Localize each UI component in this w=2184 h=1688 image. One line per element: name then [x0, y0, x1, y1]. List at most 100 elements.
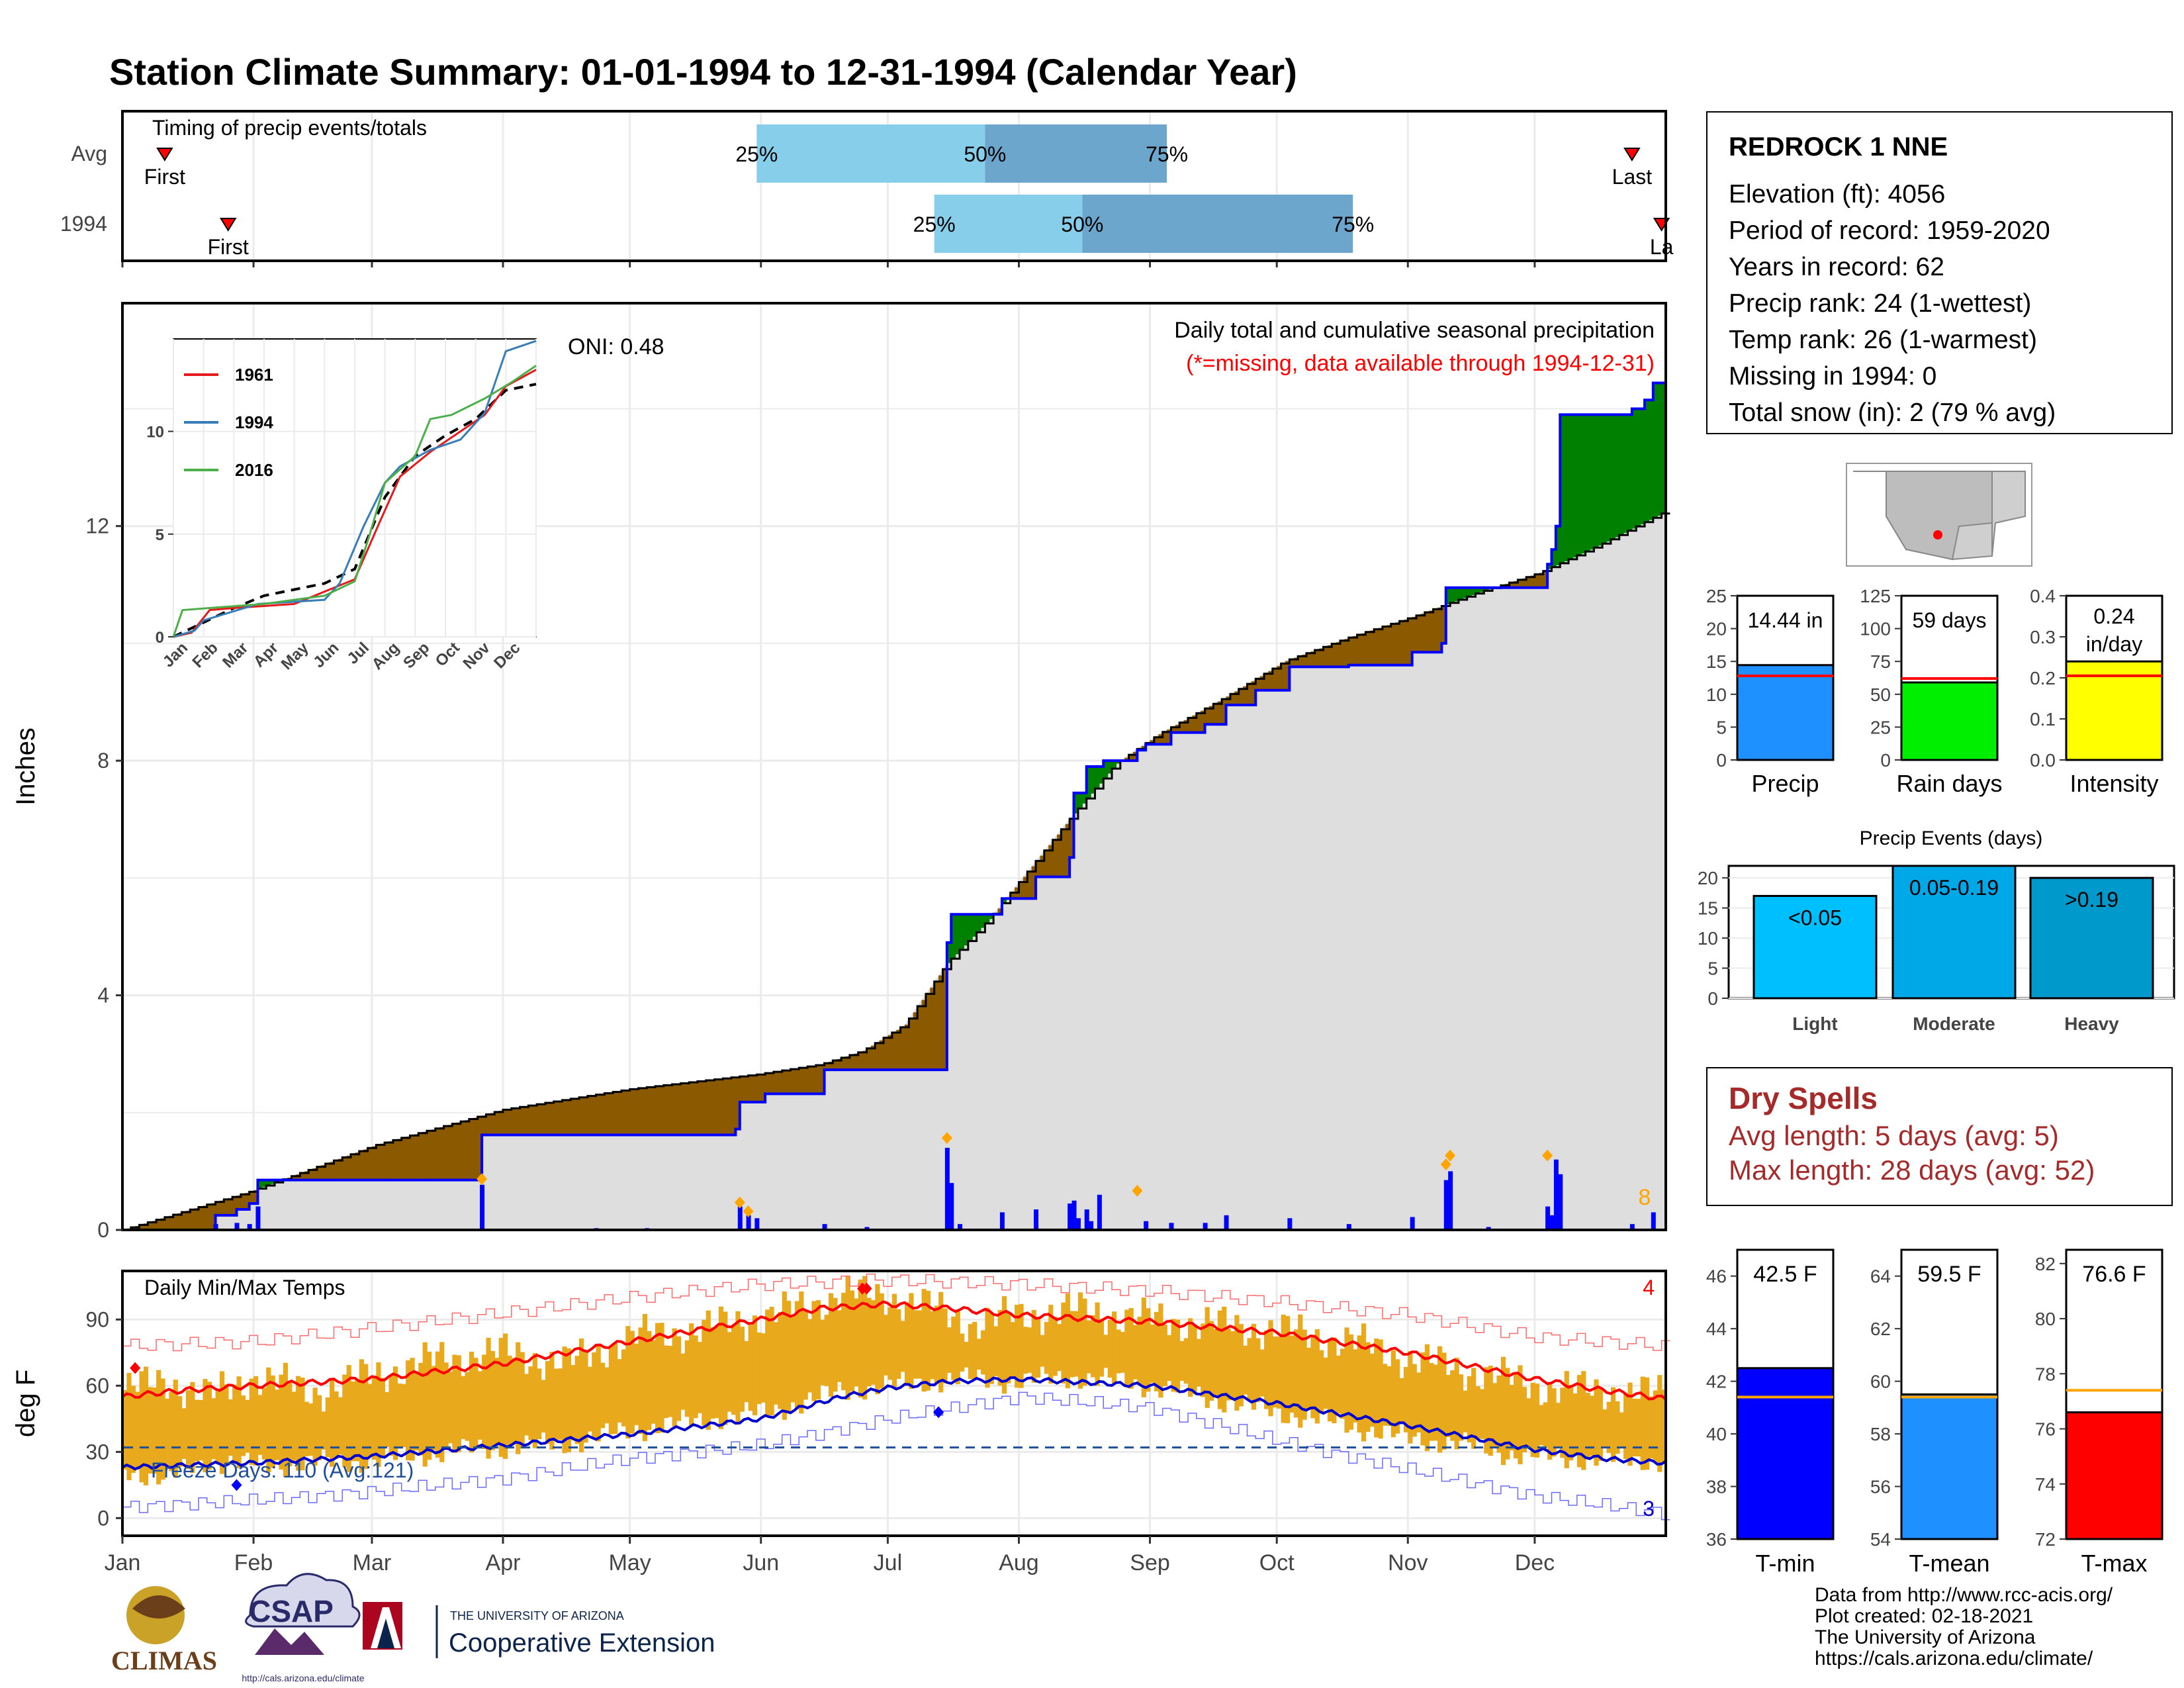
anomaly-fill-day-66 — [401, 1137, 406, 1180]
summary-bar-value-label: 14.44 in — [1748, 608, 1823, 632]
anomaly-fill-day-89 — [498, 1111, 504, 1135]
temp-range-bar-day-17 — [194, 1399, 199, 1462]
precip-events-range-heavy: >0.19 — [2065, 888, 2118, 912]
anomaly-fill-day-76 — [443, 1126, 449, 1180]
temp-range-bar-day-74 — [435, 1351, 440, 1458]
temp-range-bar-day-340 — [1560, 1387, 1565, 1458]
anomaly-fill-day-88 — [494, 1111, 500, 1135]
anomaly-fill-day-22 — [215, 1201, 220, 1215]
anomaly-fill-day-117 — [617, 1091, 622, 1135]
temp-range-bar-day-244 — [1154, 1311, 1160, 1391]
anomaly-fill-day-24 — [224, 1199, 229, 1215]
anomaly-fill-day-123 — [642, 1088, 647, 1135]
summary-bar-tick-label: 75 — [1870, 651, 1891, 672]
temp-range-bar-day-209 — [1006, 1313, 1011, 1383]
anomaly-fill-day-277 — [1293, 657, 1298, 667]
temp-range-bar-day-0 — [122, 1390, 128, 1470]
temp-range-bar-day-64 — [392, 1366, 398, 1460]
anomaly-fill-day-329 — [1513, 581, 1518, 588]
station-location-dot — [1933, 530, 1942, 539]
anomaly-fill-day-364 — [1661, 383, 1666, 514]
anomaly-fill-day-256 — [1205, 708, 1210, 725]
anomaly-fill-day-153 — [769, 1072, 774, 1094]
anomaly-fill-day-296 — [1374, 629, 1379, 665]
temp-range-bar-day-184 — [900, 1321, 905, 1372]
temp-range-bar-day-66 — [401, 1383, 406, 1448]
anomaly-fill-day-50 — [334, 1160, 339, 1180]
temp-range-bar-day-248 — [1171, 1319, 1176, 1392]
temp-range-bar-day-283 — [1319, 1350, 1324, 1413]
daily-precip-bar-9 — [754, 1218, 760, 1230]
precip-events-bar-light — [1752, 894, 1878, 1000]
temp-range-bar-day-54 — [351, 1381, 356, 1462]
anomaly-fill-day-298 — [1382, 626, 1387, 665]
anomaly-fill-day-105 — [566, 1099, 571, 1135]
temp-range-bar-day-140 — [714, 1327, 719, 1419]
large-event-count: 8 — [1639, 1185, 1651, 1210]
temp-range-bar-day-188 — [917, 1310, 923, 1379]
anomaly-fill-day-61 — [380, 1143, 385, 1180]
temp-range-bar-day-297 — [1378, 1339, 1383, 1439]
anomaly-fill-day-293 — [1361, 633, 1366, 665]
temp-range-bar-day-211 — [1015, 1305, 1020, 1388]
anomaly-fill-day-253 — [1192, 715, 1197, 733]
temp-range-bar-day-147 — [744, 1340, 749, 1403]
temp-range-bar-day-105 — [566, 1348, 572, 1452]
temp-range-bar-day-228 — [1086, 1320, 1091, 1374]
temp-range-bar-day-56 — [359, 1359, 364, 1473]
station-precip-rank: Precip rank: 24 (1-wettest) — [1729, 289, 2032, 318]
temp-range-bar-day-257 — [1208, 1321, 1214, 1401]
anomaly-fill-day-362 — [1653, 383, 1658, 518]
anomaly-fill-day-230 — [1095, 767, 1100, 789]
summary-bar-tick-label: 0.1 — [2030, 709, 2056, 729]
anomaly-fill-day-130 — [672, 1084, 677, 1135]
large-event-marker-4 — [1132, 1184, 1143, 1197]
anomaly-fill-day-267 — [1251, 681, 1256, 705]
anomaly-fill-day-328 — [1509, 583, 1514, 588]
temp-range-bar-day-169 — [837, 1310, 842, 1382]
temp-summary-tick-label: 80 — [2035, 1309, 2056, 1329]
anomaly-fill-day-280 — [1306, 653, 1311, 667]
large-event-marker-0 — [477, 1173, 488, 1186]
anomaly-fill-day-167 — [828, 1062, 833, 1070]
temp-range-bar-day-185 — [904, 1302, 910, 1383]
anomaly-fill-day-289 — [1344, 639, 1349, 667]
temp-range-bar-day-249 — [1175, 1319, 1181, 1393]
anomaly-fill-day-321 — [1479, 587, 1484, 592]
anomaly-fill-day-32 — [257, 1180, 263, 1189]
anomaly-fill-day-46 — [316, 1166, 322, 1180]
anomaly-fill-day-282 — [1314, 649, 1320, 667]
temp-range-bar-day-75 — [439, 1342, 445, 1462]
anomaly-fill-day-305 — [1412, 617, 1417, 653]
anomaly-fill-day-94 — [520, 1107, 525, 1135]
temp-range-bar-day-134 — [689, 1323, 694, 1427]
anomaly-fill-day-104 — [562, 1100, 567, 1135]
temp-range-bar-day-90 — [503, 1333, 508, 1459]
temp-range-bar-day-117 — [617, 1359, 622, 1423]
anomaly-fill-day-126 — [655, 1086, 660, 1135]
temp-range-bar-day-21 — [211, 1398, 216, 1460]
anomaly-fill-day-222 — [1061, 829, 1066, 877]
anomaly-fill-day-179 — [879, 1040, 884, 1070]
anomaly-fill-day-21 — [211, 1203, 216, 1230]
temp-range-bar-day-306 — [1416, 1372, 1422, 1432]
temp-range-bar-day-205 — [989, 1313, 994, 1384]
temp-range-bar-day-324 — [1492, 1383, 1498, 1447]
temp-range-bar-day-222 — [1061, 1302, 1066, 1383]
anomaly-fill-day-196 — [951, 914, 956, 959]
anomaly-fill-day-338 — [1551, 549, 1557, 567]
anomaly-fill-day-275 — [1285, 661, 1290, 690]
precip-events-range-light: <0.05 — [1788, 906, 1842, 929]
temp-range-bar-day-160 — [799, 1291, 804, 1414]
temp-range-bar-day-252 — [1188, 1318, 1193, 1397]
temp-range-bar-day-273 — [1277, 1336, 1282, 1409]
anomaly-fill-day-23 — [219, 1200, 224, 1215]
temp-range-bar-day-342 — [1569, 1385, 1574, 1461]
temp-range-bar-day-87 — [490, 1350, 496, 1450]
anomaly-fill-day-164 — [815, 1065, 821, 1094]
temp-range-bar-day-289 — [1344, 1327, 1349, 1433]
temp-range-bar-day-182 — [891, 1293, 897, 1388]
temp-range-bar-day-91 — [507, 1355, 512, 1446]
month-label-jun: Jun — [743, 1550, 779, 1575]
temp-range-bar-day-120 — [629, 1331, 635, 1434]
